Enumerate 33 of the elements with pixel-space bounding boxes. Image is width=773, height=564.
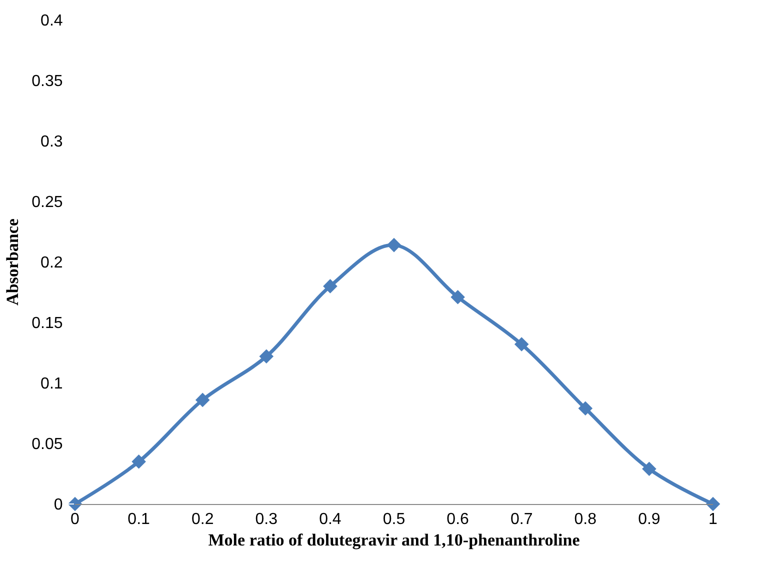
y-tick-label: 0.35 [32,73,63,90]
point [578,401,593,416]
x-tick-label: 0.6 [446,511,470,528]
y-axis-title: Absorbance [3,218,22,306]
y-tick-label: 0.4 [40,12,63,30]
point [386,238,402,252]
x-tick-label: 0.2 [191,511,214,528]
point [323,279,338,294]
y-tick-label: 0 [54,496,63,514]
x-tick-label: 0.7 [510,511,533,528]
y-tick-label: 0.3 [40,134,63,151]
x-tick-label: 0.9 [638,511,660,528]
x-axis-title: Mole ratio of dolutegravir and 1,10-phenanthroline [208,530,580,550]
x-tick-label: 0.5 [382,511,406,528]
x-tick-label: 0.3 [255,511,278,528]
y-tick-label: 0.2 [40,254,63,272]
point [642,462,656,476]
y-tick-label: 0.25 [32,194,63,212]
x-tick-label: 0.4 [319,511,342,528]
point [68,496,82,512]
x-tick-label: 0 [70,511,80,528]
point [514,337,529,352]
x-tick-label: 1 [708,511,718,528]
y-tick-label: 0.05 [32,436,63,454]
point [259,349,274,364]
point [450,290,465,304]
point [195,392,210,408]
point [132,454,146,469]
y-tick-label: 0.1 [40,376,63,393]
point [706,496,720,512]
y-tick-label: 0.15 [32,315,63,332]
x-tick-label: 0.8 [574,511,597,528]
x-tick-label: 0.1 [128,511,150,528]
